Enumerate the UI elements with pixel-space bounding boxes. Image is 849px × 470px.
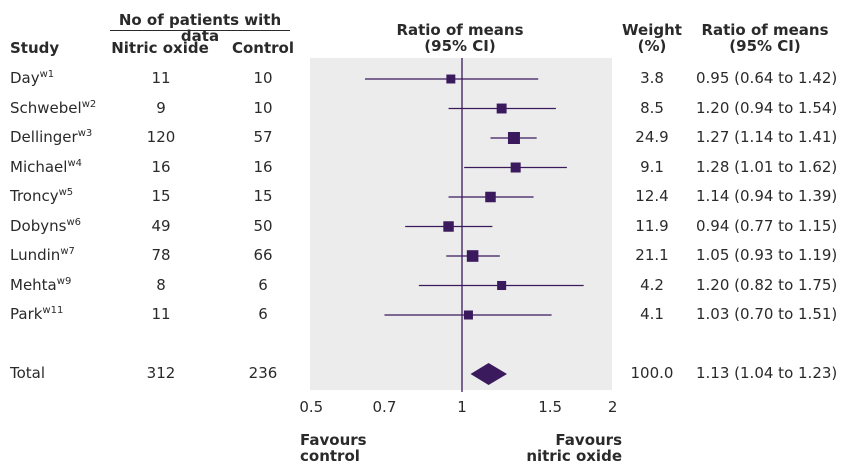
control-header: Control xyxy=(231,39,294,57)
control-count: 6 xyxy=(258,275,268,294)
total-control: 236 xyxy=(248,364,278,382)
weight-header-line2: (%) xyxy=(637,37,667,55)
nitric-oxide-count: 78 xyxy=(151,246,171,264)
nitric-oxide-count: 15 xyxy=(151,187,171,205)
study-weight: 24.9 xyxy=(635,128,669,146)
control-count: 66 xyxy=(253,246,273,264)
study-name: Mehtaw9 xyxy=(10,275,72,294)
ratio-means-right-header-line1: Ratio of means xyxy=(701,21,829,39)
study-ci: 1.20 (0.82 to 1.75) xyxy=(696,275,838,294)
favours-nitric-oxide-line1: Favours xyxy=(555,431,622,449)
study-weight: 21.1 xyxy=(635,246,669,264)
ratio-means-right-header-line2: (95% CI) xyxy=(729,37,801,55)
control-count: 6 xyxy=(258,305,268,323)
control-count: 57 xyxy=(253,128,273,146)
point-estimate-square xyxy=(446,74,456,84)
study-name: Troncyw5 xyxy=(10,187,74,205)
study-name: Dayw1 xyxy=(10,69,55,87)
point-estimate-square xyxy=(496,103,507,114)
study-ci: 0.94 (0.77 to 1.15) xyxy=(696,216,838,235)
weight-header-line1: Weight xyxy=(622,21,682,39)
study-weight: 9.1 xyxy=(640,157,664,176)
study-name: Dellingerw3 xyxy=(10,128,93,146)
nitric-oxide-count: 120 xyxy=(146,128,176,146)
control-count: 15 xyxy=(253,187,273,205)
point-estimate-square xyxy=(485,191,496,203)
nitric-oxide-count: 16 xyxy=(151,157,171,176)
nitric-oxide-count: 11 xyxy=(151,305,171,323)
study-weight: 3.8 xyxy=(640,69,664,87)
group-header-underline xyxy=(110,30,290,31)
x-tick-label: 0.5 xyxy=(299,398,323,416)
point-estimate-square xyxy=(443,221,454,232)
point-estimate-square xyxy=(510,162,521,173)
study-ci: 1.03 (0.70 to 1.51) xyxy=(696,305,838,323)
favours-control-line1: Favours xyxy=(300,431,367,449)
study-weight: 4.1 xyxy=(640,305,664,323)
study-weight: 4.2 xyxy=(640,275,664,294)
nitric-oxide-count: 49 xyxy=(151,216,171,235)
study-weight: 11.9 xyxy=(635,216,669,235)
study-weight: 12.4 xyxy=(635,187,669,205)
study-name: Parkw11 xyxy=(10,305,64,323)
total-ci: 1.13 (1.04 to 1.23) xyxy=(696,364,838,382)
pooled-estimate-diamond xyxy=(470,363,508,385)
control-count: 10 xyxy=(253,69,273,87)
x-tick-label: 1 xyxy=(457,398,467,416)
study-name: Dobynsw6 xyxy=(10,216,81,235)
favours-nitric-oxide-line2: nitric oxide xyxy=(526,447,622,465)
study-name: Lundinw7 xyxy=(10,246,75,264)
nitric-oxide-count: 9 xyxy=(156,98,166,117)
plot-panel xyxy=(310,58,612,390)
study-name: Schwebelw2 xyxy=(10,98,97,117)
study-ci: 1.20 (0.94 to 1.54) xyxy=(696,98,838,117)
study-ci: 1.28 (1.01 to 1.62) xyxy=(696,157,838,176)
point-estimate-square xyxy=(497,280,507,291)
ratio-means-center-header-line1: Ratio of means xyxy=(396,21,524,39)
x-tick-label: 2 xyxy=(608,398,618,416)
nitric-oxide-header: Nitric oxide xyxy=(111,39,209,57)
study-ci: 1.05 (0.93 to 1.19) xyxy=(696,246,838,264)
x-tick-label: 0.7 xyxy=(373,398,397,416)
study-ci: 1.14 (0.94 to 1.39) xyxy=(696,187,838,205)
total-weight: 100.0 xyxy=(630,364,674,382)
control-count: 16 xyxy=(253,157,273,176)
study-header: Study xyxy=(10,39,60,57)
study-ci: 0.95 (0.64 to 1.42) xyxy=(696,69,838,87)
point-estimate-square xyxy=(463,310,473,320)
favours-control-line2: control xyxy=(300,447,360,465)
nitric-oxide-count: 11 xyxy=(151,69,171,87)
point-estimate-square xyxy=(466,250,479,262)
control-count: 10 xyxy=(253,98,273,117)
study-weight: 8.5 xyxy=(640,98,664,117)
study-ci: 1.27 (1.14 to 1.41) xyxy=(696,128,838,146)
study-name: Michaelw4 xyxy=(10,157,82,176)
group-header: No of patients with data xyxy=(118,11,282,45)
ratio-means-center-header-line2: (95% CI) xyxy=(424,37,496,55)
total-nitric-oxide: 312 xyxy=(146,364,176,382)
point-estimate-square xyxy=(507,132,520,144)
total-label: Total xyxy=(10,364,46,382)
x-tick-label: 1.5 xyxy=(538,398,562,416)
nitric-oxide-count: 8 xyxy=(156,275,166,294)
control-count: 50 xyxy=(253,216,273,235)
